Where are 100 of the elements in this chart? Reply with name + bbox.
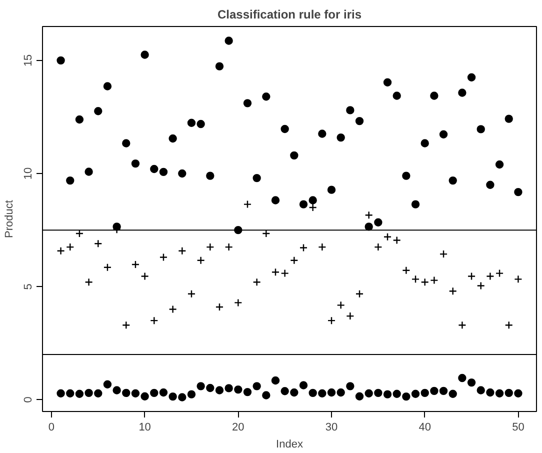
point — [514, 275, 522, 284]
point — [271, 196, 280, 204]
point — [66, 389, 74, 398]
point — [290, 151, 298, 160]
point — [168, 134, 177, 143]
point — [112, 386, 121, 394]
point — [66, 176, 74, 185]
point — [224, 384, 233, 392]
point — [308, 196, 317, 204]
point — [318, 389, 326, 398]
point — [103, 263, 112, 272]
point — [430, 386, 438, 396]
point — [476, 282, 485, 290]
point — [234, 298, 242, 307]
x-tick-label: 40 — [418, 422, 431, 434]
point — [439, 250, 448, 258]
x-tick-label: 30 — [325, 422, 338, 434]
point — [252, 174, 261, 182]
point — [458, 88, 466, 97]
point — [271, 268, 280, 276]
point — [392, 236, 401, 244]
y-axis-title: Product — [4, 200, 16, 238]
point — [318, 242, 326, 252]
point — [495, 160, 504, 169]
point — [355, 392, 364, 400]
point — [131, 159, 140, 168]
point — [383, 232, 392, 241]
point — [75, 390, 84, 398]
point — [290, 256, 298, 264]
x-tick-label: 20 — [232, 422, 244, 434]
point — [448, 287, 457, 296]
chart-title: Classification rule for iris — [217, 8, 362, 22]
point — [94, 107, 102, 116]
point — [411, 275, 420, 284]
point — [84, 278, 93, 286]
point — [122, 320, 130, 330]
point — [290, 388, 298, 397]
point — [84, 388, 93, 398]
point — [308, 388, 317, 398]
point — [504, 114, 513, 123]
point — [327, 316, 336, 325]
point — [383, 390, 392, 398]
point — [94, 389, 102, 398]
point — [439, 386, 448, 396]
point — [495, 269, 504, 278]
point — [84, 168, 93, 176]
x-tick-label: 10 — [138, 422, 151, 434]
point — [103, 380, 112, 388]
point — [159, 388, 168, 397]
point — [224, 36, 233, 45]
point — [458, 320, 466, 330]
point — [215, 302, 224, 312]
point — [243, 99, 252, 108]
point — [336, 301, 345, 310]
point — [280, 387, 289, 396]
point — [504, 388, 513, 398]
point — [318, 130, 326, 138]
point — [402, 266, 410, 274]
point — [140, 272, 149, 280]
point — [243, 200, 252, 208]
point — [187, 290, 196, 298]
point — [140, 50, 149, 59]
point — [299, 200, 308, 208]
point — [122, 388, 130, 398]
point — [280, 269, 289, 278]
point — [476, 386, 485, 394]
point — [206, 172, 214, 180]
x-tick-label: 0 — [48, 422, 55, 434]
point — [448, 390, 457, 398]
point — [178, 246, 186, 255]
point — [262, 391, 270, 400]
point — [299, 244, 308, 252]
point — [402, 392, 410, 401]
point — [131, 260, 140, 269]
point — [56, 389, 65, 398]
point — [439, 130, 448, 138]
point — [327, 186, 336, 194]
point — [448, 176, 457, 185]
point — [346, 312, 354, 320]
point — [327, 388, 336, 397]
point — [271, 376, 280, 385]
point — [131, 389, 140, 398]
point — [224, 242, 233, 252]
point — [196, 382, 205, 390]
point — [495, 389, 504, 398]
point — [252, 278, 261, 286]
point — [168, 392, 177, 401]
point — [94, 240, 102, 248]
point — [392, 92, 401, 100]
point — [467, 272, 476, 280]
point — [346, 382, 354, 390]
point — [467, 378, 476, 387]
point — [374, 388, 382, 398]
point — [346, 106, 354, 114]
point — [196, 256, 205, 264]
point — [56, 56, 65, 65]
point — [215, 386, 224, 394]
point — [234, 385, 242, 394]
point — [150, 316, 158, 325]
point — [206, 384, 214, 392]
